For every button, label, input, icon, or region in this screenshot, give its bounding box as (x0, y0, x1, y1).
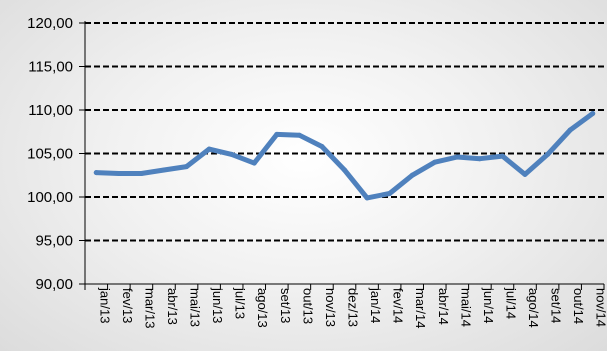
x-tick-label: jan/14 (368, 287, 383, 323)
data-point (319, 144, 325, 150)
y-tick-label: 90,00 (35, 276, 73, 293)
data-point (545, 151, 551, 157)
y-tick-label: 105,00 (27, 146, 73, 163)
series-layer (93, 110, 596, 201)
data-point (342, 167, 347, 173)
x-tick-label: fev/13 (120, 288, 135, 323)
y-tick-label: 110,00 (28, 102, 73, 119)
data-point (432, 159, 438, 165)
data-point (93, 170, 99, 176)
series-line (93, 111, 596, 201)
y-axis-ticks: 90,00 95,00 100,00 105,00 110,00 115,00 120,00 (27, 15, 85, 293)
data-point (116, 171, 122, 177)
x-tick-label: ago/14 (526, 288, 541, 328)
x-tick-label: mar/13 (142, 288, 157, 328)
x-tick-label: mai/14 (458, 288, 473, 327)
y-tick-label: 100,00 (27, 189, 73, 206)
data-point (364, 195, 370, 201)
data-point (387, 191, 393, 197)
x-tick-label: jul/14 (503, 287, 518, 319)
data-point (229, 151, 235, 157)
data-point (184, 164, 190, 170)
x-tick-label: fev/14 (391, 288, 406, 323)
x-tick-label: jan/13 (97, 287, 112, 323)
data-point (409, 172, 415, 178)
x-tick-label: mar/14 (413, 288, 428, 328)
x-tick-label: nov/14 (594, 288, 607, 327)
x-tick-label: nov/13 (323, 288, 338, 327)
data-point (251, 160, 257, 166)
y-tick-label: 95,00 (35, 233, 73, 250)
x-tick-label: dez/13 (346, 288, 361, 327)
y-tick-label: 120,00 (27, 15, 73, 32)
x-axis-ticks: jan/13 fev/13 mar/13 abr/13 mai/13 jun/13 jul/… (84, 284, 607, 328)
x-tick-label: set/14 (549, 288, 564, 323)
gridlines (85, 22, 604, 242)
data-point (296, 132, 302, 138)
data-point (206, 146, 212, 152)
y-tick-label: 115,00 (28, 59, 73, 76)
data-point (161, 167, 167, 173)
x-tick-label: abr/14 (436, 288, 451, 325)
x-tick-label: set/13 (278, 288, 293, 323)
x-tick-label: jun/13 (210, 287, 225, 323)
x-tick-label: mai/13 (188, 288, 203, 327)
data-point (477, 156, 483, 162)
data-point (590, 110, 596, 116)
x-tick-label: abr/13 (165, 288, 180, 325)
data-point (138, 171, 144, 177)
x-tick-label: out/14 (571, 288, 586, 324)
data-point (522, 171, 528, 177)
x-tick-label: jun/14 (481, 287, 496, 323)
data-point (274, 131, 280, 137)
x-tick-label: out/13 (300, 288, 315, 324)
data-point (567, 127, 573, 133)
x-tick-label: jul/13 (233, 287, 248, 319)
x-tick-label: ago/13 (255, 288, 270, 328)
data-point (499, 153, 505, 159)
data-point (454, 154, 460, 160)
